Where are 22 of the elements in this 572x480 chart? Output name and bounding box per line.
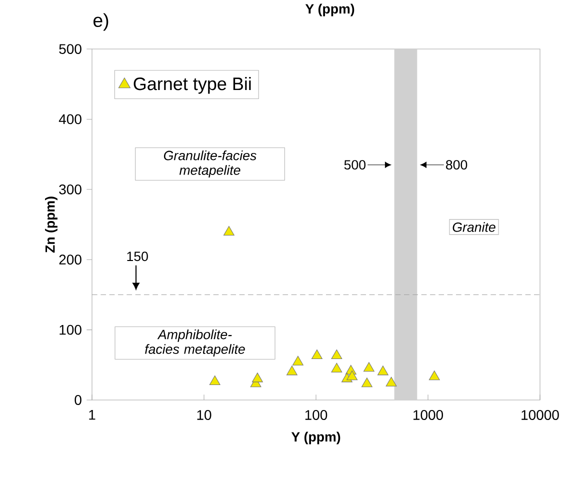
y-tick-label: 200 [59,254,82,265]
ref-line-label: 150 [127,252,148,262]
x-tick-label: 100 [305,410,328,420]
text: Y (ppm) [305,4,354,16]
y-axis-title: Zn (ppm) [45,196,58,253]
y-tick-label: 100 [60,324,82,335]
x-tick-label: 1000 [413,410,444,420]
annotation: 500 [344,160,366,170]
annotation: 800 [446,160,468,170]
chart-title: e) [94,13,108,31]
annotation: Granite [452,222,496,232]
y-tick-label: 0 [74,395,82,405]
y-tick-label: 400 [58,114,82,124]
y-tick-label: 500 [59,44,82,54]
x-axis-title: Y (ppm) [291,432,340,444]
x-tick-label: 10000 [522,410,559,420]
y-tick-label: 300 [59,184,82,194]
annotation: Amphibolite-facies metapelite [145,329,245,357]
legend-label: Garnet type Bii [134,76,251,94]
annotation: Granulite-facies metapelite [164,150,256,178]
x-tick-label: 1 [89,410,96,420]
x-tick-label: 10 [197,410,212,420]
